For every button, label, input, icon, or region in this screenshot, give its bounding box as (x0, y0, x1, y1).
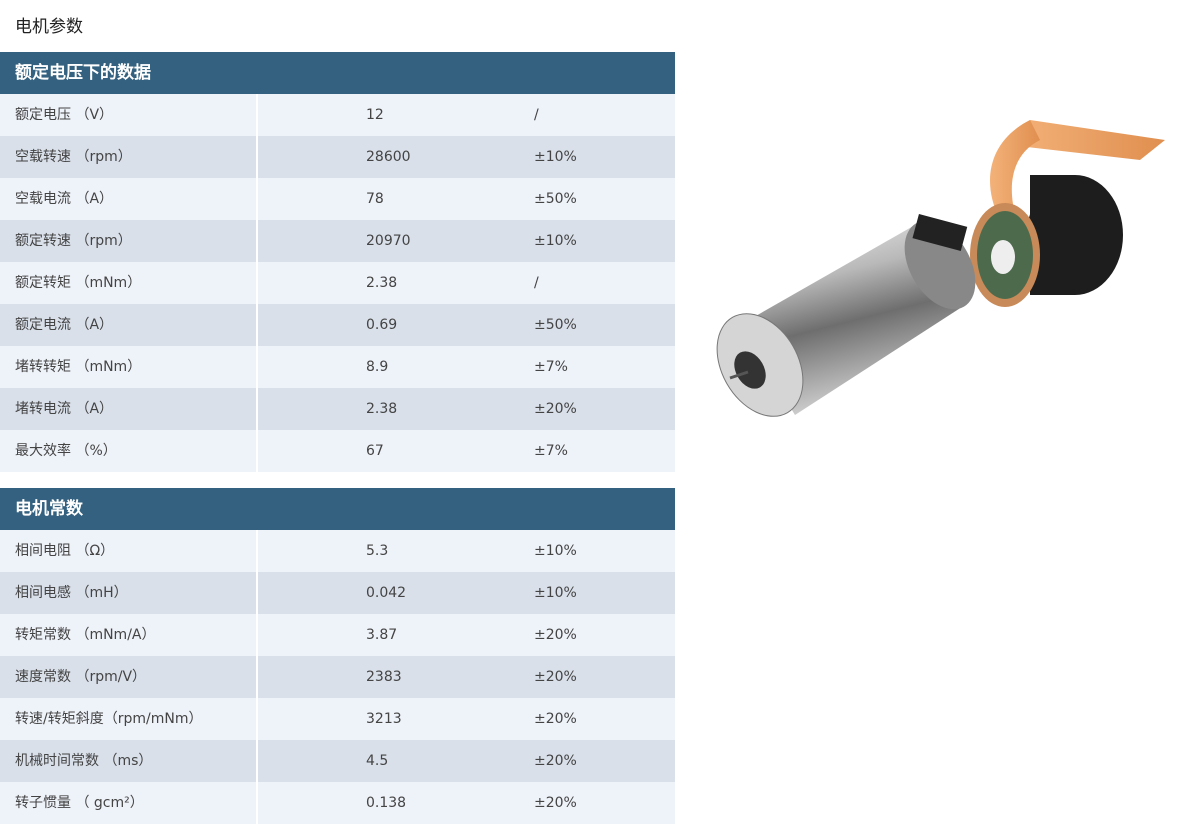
table-row: 额定转矩 （mNm） 2.38 / (0, 262, 675, 304)
table-row: 额定电流 （A） 0.69 ±50% (0, 304, 675, 346)
param-name: 转子惯量 （ gcm²） (15, 795, 144, 811)
param-value: 2.38 (366, 275, 398, 291)
param-tolerance: ±50% (534, 317, 577, 333)
param-name: 最大效率 （%） (15, 443, 117, 459)
param-name: 相间电阻 （Ω） (15, 543, 115, 559)
param-name: 转矩常数 （mNm/A） (15, 627, 156, 643)
param-tolerance: ±10% (534, 149, 577, 165)
param-tolerance: ±10% (534, 585, 577, 601)
param-value: 4.5 (366, 753, 389, 769)
table-row: 空载电流 （A） 78 ±50% (0, 178, 675, 220)
table-row: 堵转电流 （A） 2.38 ±20% (0, 388, 675, 430)
param-name: 额定电压 （V） (15, 107, 114, 123)
motor-constants-table: 电机常数 相间电阻 （Ω） 5.3 ±10% 相间电感 （mH） 0.042 ±10% 转矩… (0, 488, 675, 824)
table-row: 堵转转矩 （mNm） 8.9 ±7% (0, 346, 675, 388)
rated-voltage-table: 额定电压下的数据 额定电压 （V） 12/空载转速 （rpm） 28600 ±10% 空… (0, 52, 675, 472)
param-tolerance: ±20% (534, 711, 577, 727)
table-row: 转矩常数 （mNm/A） 3.87 ±20% (0, 614, 675, 656)
param-value: 2383 (366, 669, 402, 685)
param-tolerance: ±10% (534, 543, 577, 559)
motor-product-image (716, 120, 1165, 417)
table-row: 空载转速 （rpm） 28600 ±10% (0, 136, 675, 178)
param-tolerance: ±20% (534, 753, 577, 769)
param-name: 相间电感 （mH） (15, 585, 128, 601)
table-row: 转速/转矩斜度（rpm/mNm） 3213 ±20% (0, 698, 675, 740)
param-name: 空载转速 （rpm） (15, 149, 132, 165)
param-name: 转速/转矩斜度（rpm/mNm） (15, 711, 203, 727)
table-row: 相间电阻 （Ω） 5.3 ±10% (0, 530, 675, 572)
param-value: 2.38 (366, 401, 398, 417)
param-value: 5.3 (366, 543, 389, 559)
param-value: 20970 (366, 233, 411, 249)
table-row: 最大效率 （%） 67 ±7% (0, 430, 675, 472)
param-value: 8.9 (366, 359, 389, 375)
page-title: 电机参数 (15, 17, 83, 37)
param-value: 3.87 (366, 627, 398, 643)
param-name: 堵转转矩 （mNm） (15, 359, 142, 375)
table-row: 额定电压 （V） 12 / (0, 94, 675, 136)
table-row: 转子惯量 （ gcm²） 0.138 ±20% (0, 782, 675, 824)
param-value: 67 (366, 443, 384, 459)
param-tolerance: ±20% (534, 795, 577, 811)
param-tolerance: ±20% (534, 627, 577, 643)
param-tolerance: ±10% (534, 233, 577, 249)
param-value: 12 (366, 107, 384, 123)
param-name: 额定电流 （A） (15, 317, 114, 333)
section-header: 电机常数 (0, 488, 675, 530)
param-value: 0.138 (366, 795, 407, 811)
param-name: 空载电流 （A） (15, 191, 114, 207)
param-value: 28600 (366, 149, 411, 165)
param-name: 额定转速 （rpm） (15, 233, 132, 249)
param-name: 堵转电流 （A） (15, 401, 114, 417)
param-name: 额定转矩 （mNm） (15, 275, 142, 291)
param-tolerance: ±7% (534, 443, 568, 459)
table-row: 机械时间常数 （ms） 4.5 ±20% (0, 740, 675, 782)
param-tolerance: ±7% (534, 359, 568, 375)
param-name: 速度常数 （rpm/V） (15, 669, 147, 685)
param-value: 3213 (366, 711, 402, 727)
param-value: 0.69 (366, 317, 398, 333)
param-name: 机械时间常数 （ms） (15, 753, 153, 769)
table-row: 额定转速 （rpm） 20970 ±10% (0, 220, 675, 262)
param-tolerance: ±20% (534, 669, 577, 685)
param-tolerance: ±50% (534, 191, 577, 207)
param-tolerance: / (534, 107, 539, 123)
section-header: 额定电压下的数据 (0, 52, 675, 94)
param-tolerance: / (534, 275, 539, 291)
table-row: 速度常数 （rpm/V） 2383 ±20% (0, 656, 675, 698)
param-value: 0.042 (366, 585, 407, 601)
param-tolerance: ±20% (534, 401, 577, 417)
table-row: 相间电感 （mH） 0.042 ±10% (0, 572, 675, 614)
param-value: 78 (366, 191, 384, 207)
